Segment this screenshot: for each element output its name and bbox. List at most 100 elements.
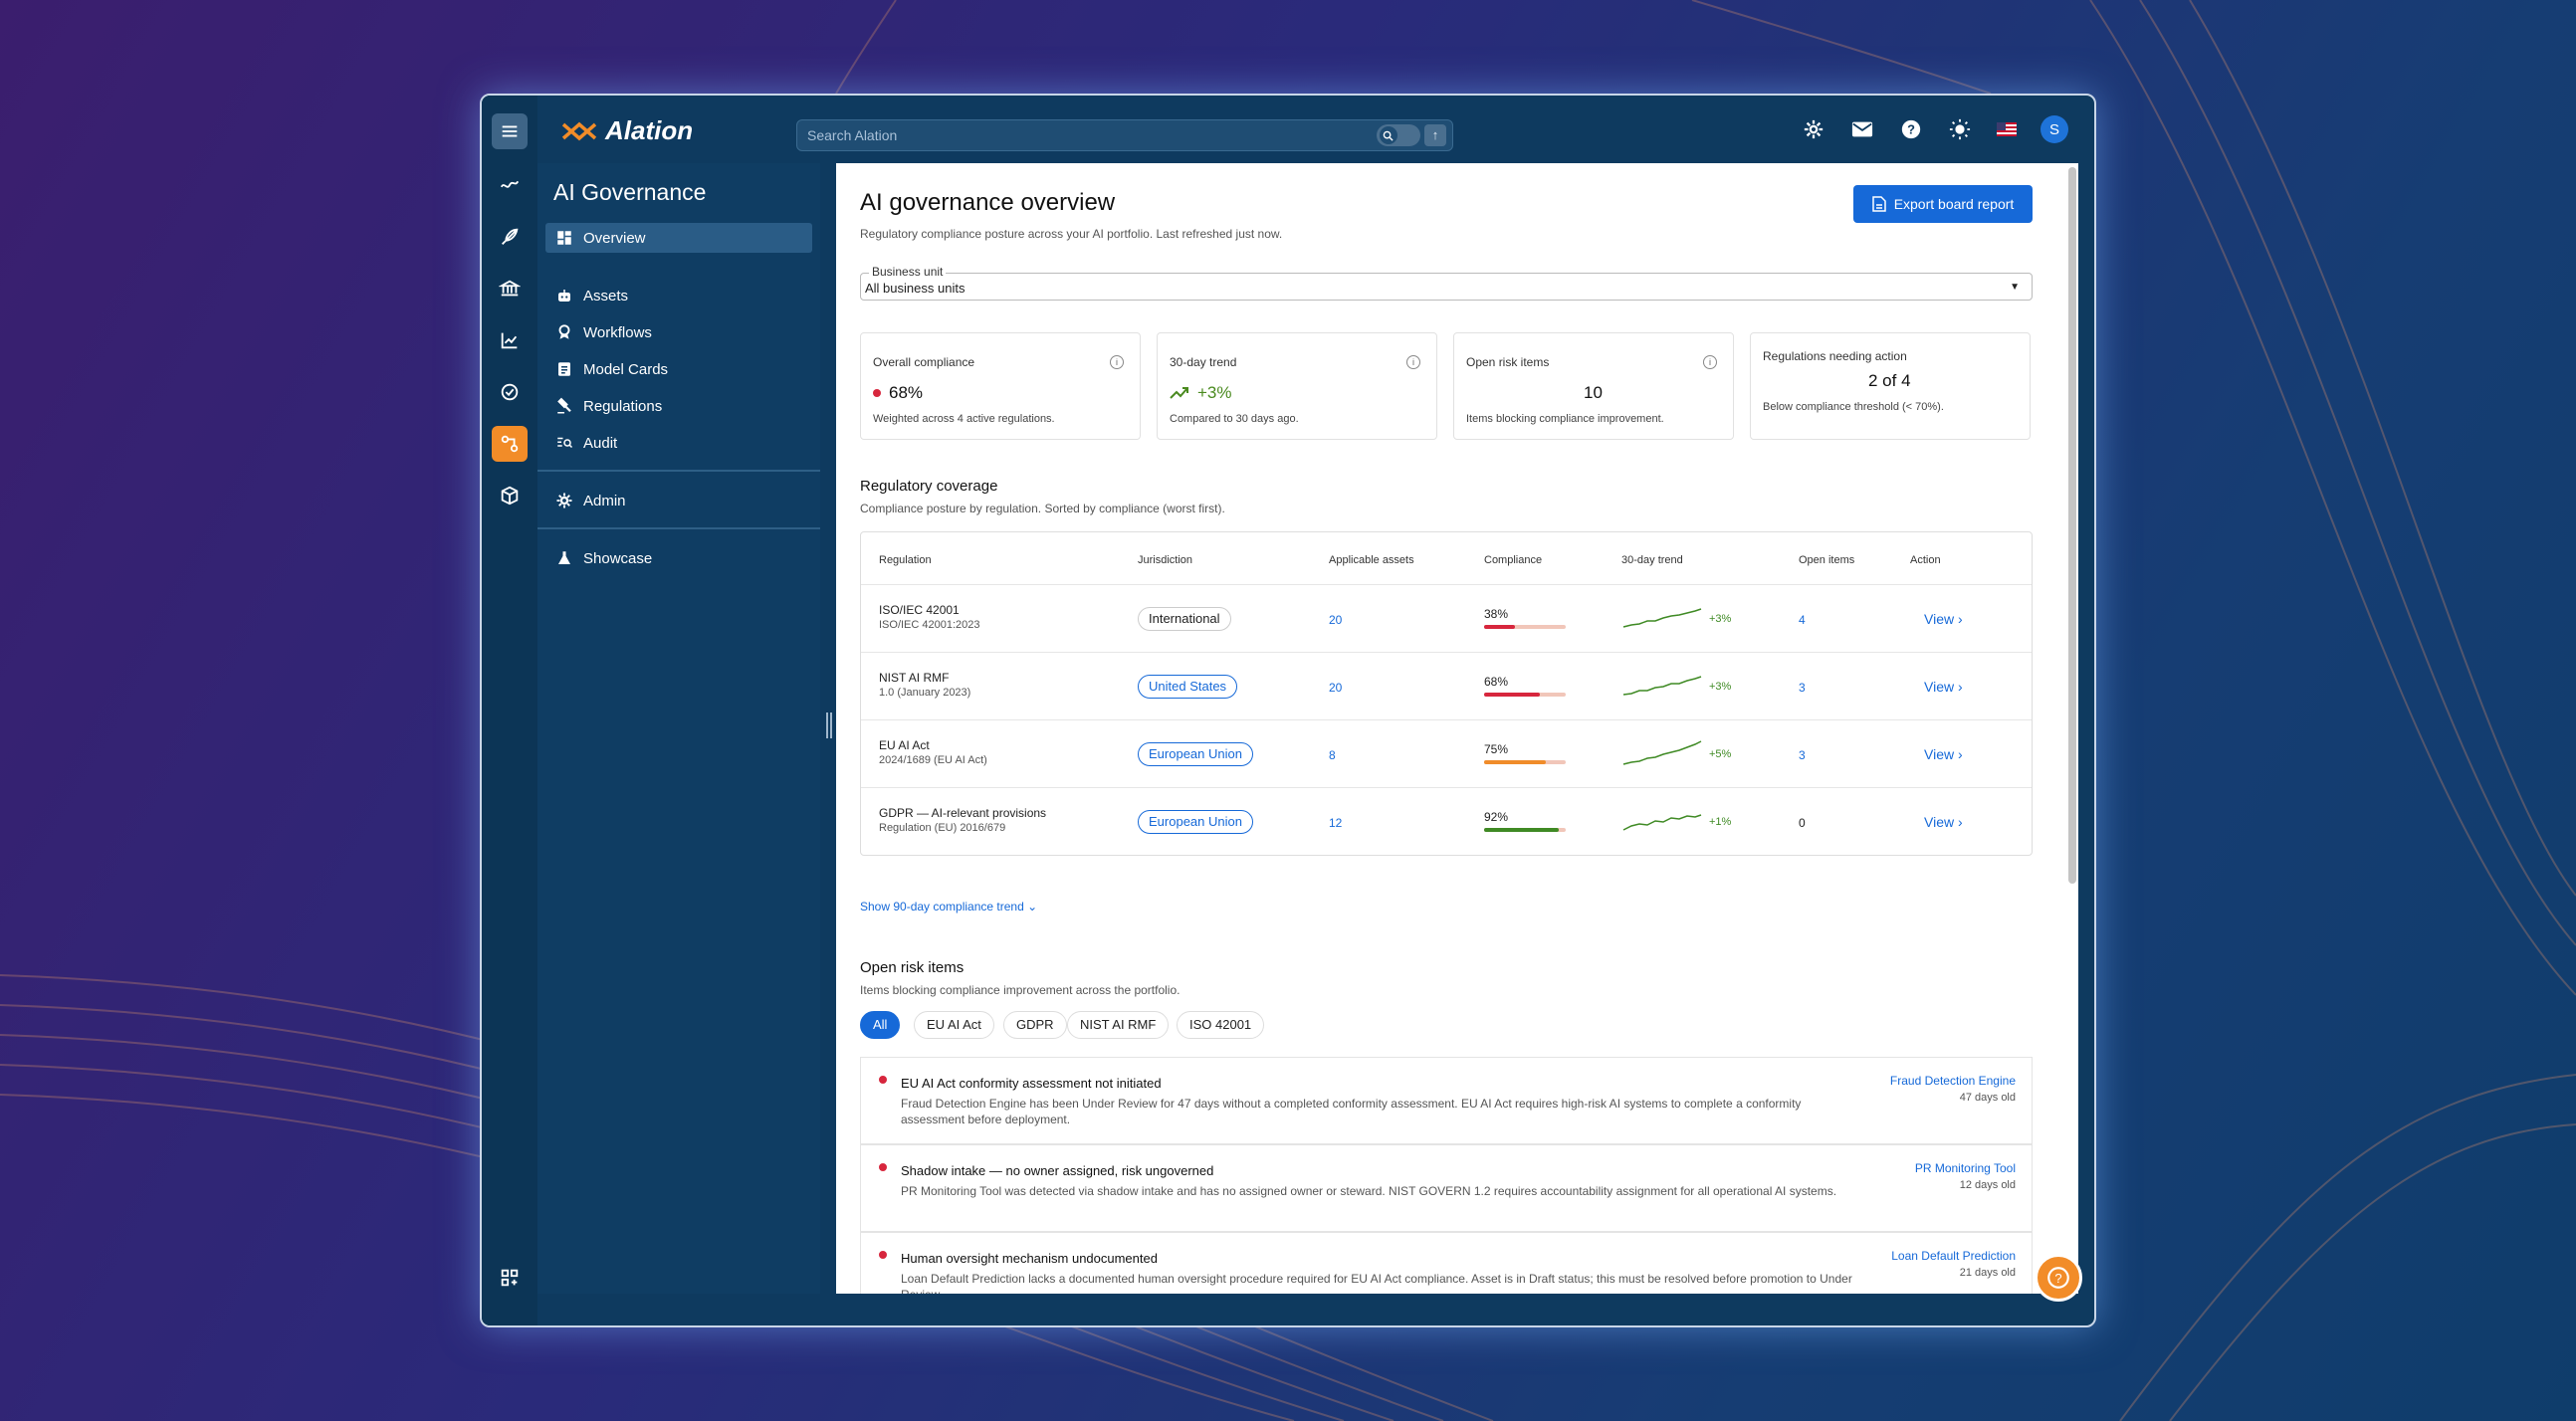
show-trend-link[interactable]: Show 90-day compliance trend ⌄ <box>860 900 1038 914</box>
trend-sparkline <box>1622 814 1702 831</box>
kpi-card-overall-compliance: Overall compliance i 68% Weighted across… <box>860 332 1141 440</box>
view-button[interactable]: View › <box>1924 746 1963 762</box>
compliance-bar <box>1484 828 1566 832</box>
svg-text:?: ? <box>1907 122 1915 137</box>
risk-item[interactable]: EU AI Act conformity assessment not init… <box>860 1057 2033 1144</box>
open-items-link[interactable]: 3 <box>1799 748 1806 762</box>
asset-link[interactable]: Loan Default Prediction <box>1891 1249 2016 1263</box>
filter-chip-iso[interactable]: ISO 42001 <box>1177 1011 1265 1039</box>
gavel-icon <box>557 397 571 414</box>
dashboard-icon <box>557 231 571 245</box>
question-circle-icon: ? <box>2047 1267 2069 1289</box>
business-unit-select[interactable]: Business unit All business units ▼ <box>860 265 2033 301</box>
coverage-title: Regulatory coverage <box>860 478 998 495</box>
table-row[interactable]: NIST AI RMF 1.0 (January 2023) United St… <box>861 652 2032 719</box>
column-header: Jurisdiction <box>1138 554 1193 566</box>
open-items-count: 0 <box>1799 816 1806 830</box>
table-row[interactable]: EU AI Act 2024/1689 (EU AI Act) European… <box>861 719 2032 787</box>
ai-governance-icon[interactable] <box>492 426 528 462</box>
app-window: Alation Search Alation ↑ ? S AI Governan… <box>480 94 2096 1327</box>
sidebar-item-overview[interactable]: Overview <box>545 223 812 253</box>
sidebar-item-regulations[interactable]: Regulations <box>545 391 812 421</box>
view-button[interactable]: View › <box>1924 679 1963 695</box>
risk-item[interactable]: Shadow intake — no owner assigned, risk … <box>860 1144 2033 1232</box>
chart-icon[interactable] <box>492 322 528 358</box>
applicable-assets-link[interactable]: 8 <box>1329 748 1336 762</box>
check-circle-icon[interactable] <box>492 374 528 410</box>
kpi-card-trend: 30-day trend i +3% Compared to 30 days a… <box>1157 332 1437 440</box>
asset-link[interactable]: PR Monitoring Tool <box>1914 1161 2016 1175</box>
trending-up-icon <box>1170 387 1188 399</box>
open-items-link[interactable]: 4 <box>1799 613 1806 627</box>
view-button[interactable]: View › <box>1924 611 1963 627</box>
theme-sun-icon[interactable] <box>1946 115 1974 143</box>
sidebar-resize-handle[interactable] <box>826 712 832 738</box>
applicable-assets-link[interactable]: 20 <box>1329 613 1343 627</box>
search-icon <box>1383 130 1394 141</box>
scrollbar[interactable] <box>2068 167 2076 884</box>
filter-chip-gdpr[interactable]: GDPR <box>1003 1011 1067 1039</box>
export-board-report-button[interactable]: Export board report <box>1853 185 2033 223</box>
info-icon[interactable]: i <box>1703 355 1717 369</box>
trend-sparkline <box>1622 676 1702 696</box>
menu-icon[interactable] <box>492 113 528 149</box>
open-items-link[interactable]: 3 <box>1799 681 1806 695</box>
trend-sparkline <box>1622 740 1702 765</box>
cube-icon[interactable] <box>492 478 528 513</box>
apps-icon[interactable] <box>492 1260 528 1296</box>
caret-down-icon: ▼ <box>2010 282 2020 293</box>
robot-icon <box>558 290 570 302</box>
applicable-assets-link[interactable]: 12 <box>1329 816 1343 830</box>
table-row[interactable]: ISO/IEC 42001 ISO/IEC 42001:2023 Interna… <box>861 584 2032 652</box>
quill-icon[interactable] <box>492 219 528 255</box>
settings-gear-icon[interactable] <box>1800 115 1827 143</box>
applicable-assets-link[interactable]: 20 <box>1329 681 1343 695</box>
chevron-down-icon: ⌄ <box>1027 900 1038 914</box>
search-mode-toggle[interactable] <box>1377 124 1420 146</box>
sidebar-item-assets[interactable]: Assets <box>545 281 812 310</box>
sidebar-divider <box>537 470 820 472</box>
chevron-right-icon: › <box>1957 679 1963 695</box>
document-icon <box>1871 196 1886 212</box>
icon-rail <box>482 96 537 1325</box>
trend-sparkline <box>1622 608 1702 628</box>
help-icon[interactable]: ? <box>1897 115 1925 143</box>
flask-icon <box>558 551 570 564</box>
sidebar-item-workflows[interactable]: Workflows <box>545 317 812 347</box>
asset-link[interactable]: Fraud Detection Engine <box>1889 1074 2016 1088</box>
compliance-bar <box>1484 760 1566 764</box>
user-avatar[interactable]: S <box>2040 115 2068 143</box>
info-icon[interactable]: i <box>1406 355 1420 369</box>
column-header: Action <box>1910 554 1941 566</box>
sidebar-divider <box>537 527 820 529</box>
us-flag-icon[interactable] <box>1993 115 2021 143</box>
risks-title: Open risk items <box>860 959 965 976</box>
info-icon[interactable]: i <box>1110 355 1124 369</box>
filter-chip-all[interactable]: All <box>860 1011 901 1039</box>
sidebar-item-model-cards[interactable]: Model Cards <box>545 354 812 384</box>
bank-icon[interactable] <box>492 271 528 306</box>
filter-chip-eu-ai-act[interactable]: EU AI Act <box>914 1011 994 1039</box>
search-submit-icon[interactable]: ↑ <box>1424 124 1446 146</box>
risk-item[interactable]: Human oversight mechanism undocumented L… <box>860 1232 2033 1294</box>
sidebar-item-admin[interactable]: Admin <box>545 486 812 515</box>
table-row[interactable]: GDPR — AI-relevant provisions Regulation… <box>861 787 2032 855</box>
view-button[interactable]: View › <box>1924 814 1963 830</box>
mail-icon[interactable] <box>1848 115 1876 143</box>
alation-logo[interactable]: Alation <box>561 115 693 146</box>
jurisdiction-badge: International <box>1138 607 1231 631</box>
compliance-bar <box>1484 625 1566 629</box>
lineage-icon[interactable] <box>492 167 528 203</box>
jurisdiction-badge: United States <box>1138 675 1238 699</box>
risks-subtitle: Items blocking compliance improvement ac… <box>860 983 1181 997</box>
sidebar-item-showcase[interactable]: Showcase <box>545 543 812 573</box>
search-bar[interactable]: Search Alation ↑ <box>796 119 1453 151</box>
page-title: AI governance overview <box>860 189 1116 216</box>
sidebar-item-audit[interactable]: Audit <box>545 428 812 458</box>
alation-mark-icon <box>561 121 597 140</box>
jurisdiction-badge: European Union <box>1138 810 1253 834</box>
help-fab-button[interactable]: ? <box>2035 1254 2082 1302</box>
column-header: Regulation <box>879 554 932 566</box>
filter-chip-nist[interactable]: NIST AI RMF <box>1067 1011 1170 1039</box>
compliance-bar <box>1484 693 1566 697</box>
